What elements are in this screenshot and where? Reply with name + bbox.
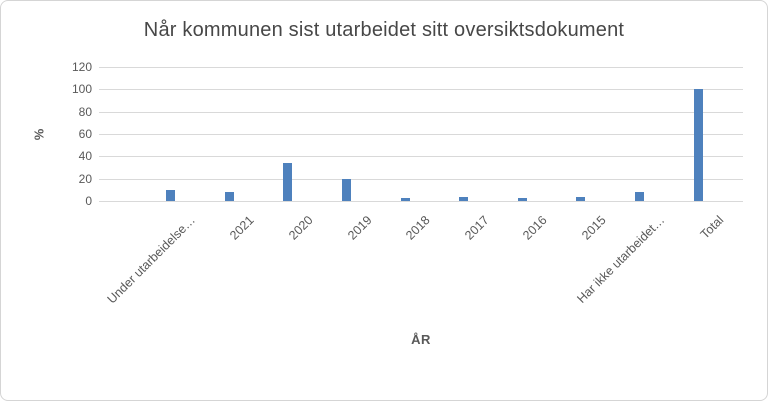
bar — [635, 192, 645, 201]
bar — [693, 89, 703, 201]
bar — [400, 197, 410, 201]
x-axis-title: ÅR — [411, 332, 431, 347]
x-category-label: 2019 — [344, 213, 375, 243]
bar — [166, 189, 175, 201]
x-category-label: 2016 — [520, 213, 551, 243]
chart-title: Når kommunen sist utarbeidet sitt oversi… — [143, 19, 625, 41]
gridline — [99, 134, 743, 135]
x-category-label: 2021 — [227, 213, 258, 243]
x-category-label: Total — [697, 213, 727, 242]
bar — [224, 192, 234, 201]
gridline — [99, 89, 743, 91]
y-tick-label: 60 — [78, 127, 92, 141]
x-category-label: 2017 — [461, 213, 492, 243]
bar — [341, 178, 351, 201]
x-category-label: Under utarbeidelse… — [104, 213, 199, 307]
x-category-label: 2015 — [579, 213, 609, 243]
y-tick-label: 120 — [71, 60, 92, 74]
y-tick-label: 0 — [85, 194, 92, 208]
x-category-label: 2020 — [286, 213, 316, 243]
bar — [459, 196, 469, 201]
x-category-label: 2018 — [403, 213, 433, 243]
bar — [283, 163, 293, 201]
gridline — [99, 201, 743, 202]
y-tick-label: 80 — [78, 104, 92, 119]
y-tick-label: 20 — [78, 171, 92, 186]
y-tick-label: 40 — [78, 149, 92, 164]
gridline — [99, 67, 743, 68]
bar — [576, 196, 586, 201]
bar — [517, 197, 527, 201]
y-tick-label: 100 — [71, 82, 92, 97]
gridline — [99, 111, 743, 113]
gridline — [99, 156, 743, 158]
gridline — [99, 178, 743, 180]
